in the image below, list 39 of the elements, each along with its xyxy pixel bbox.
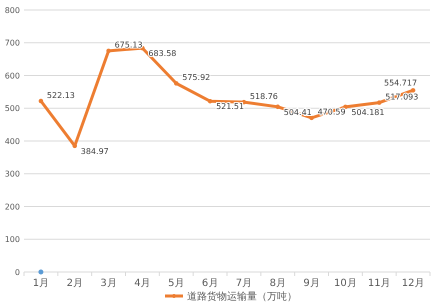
y-tick-label: 500 [4, 104, 20, 114]
x-tick-label: 6月 [202, 278, 218, 289]
x-tick-label: 2月 [66, 278, 83, 289]
point [174, 81, 179, 86]
point [376, 100, 382, 105]
data-label: 554.717 [384, 78, 418, 88]
x-tick-label: 5月 [168, 278, 184, 289]
data-label: 504.181 [351, 108, 385, 117]
y-tick-label: 700 [4, 38, 20, 48]
y-tick-label: 300 [4, 170, 20, 179]
x-tick-label: 11月 [368, 278, 391, 289]
data-label: 521.51 [216, 102, 244, 112]
x-tick-label: 3月 [100, 278, 117, 289]
data-label: 384.97 [80, 146, 109, 156]
point [38, 98, 44, 104]
data-label: 675.13 [114, 40, 143, 50]
data-label: 575.92 [182, 73, 210, 82]
data-label: 518.76 [250, 92, 278, 101]
y-tick-label: 0 [14, 268, 20, 277]
point [38, 270, 44, 274]
x-tick-label: 1月 [32, 278, 50, 289]
y-tick-label: 800 [4, 6, 20, 15]
x-tick-label: 7月 [236, 278, 252, 289]
point [208, 98, 212, 104]
point [106, 48, 111, 54]
data-label: 522.13 [46, 90, 75, 100]
point [410, 88, 416, 93]
y-tick-label: 100 [4, 235, 20, 244]
y-tick-label: 600 [4, 71, 20, 80]
point [309, 116, 314, 120]
y-tick-label: 400 [4, 136, 20, 146]
y-tick-label: 200 [4, 202, 20, 212]
data-label: 683.58 [148, 49, 176, 58]
legend-label: 道路货物运输量（万吨） [187, 290, 297, 302]
x-tick-label: 10月 [334, 278, 357, 289]
x-tick-label: 12月 [402, 278, 424, 289]
x-tick-label: 4月 [134, 278, 151, 289]
x-tick-label: 8月 [270, 278, 286, 289]
x-tick-label: 9月 [303, 278, 320, 289]
